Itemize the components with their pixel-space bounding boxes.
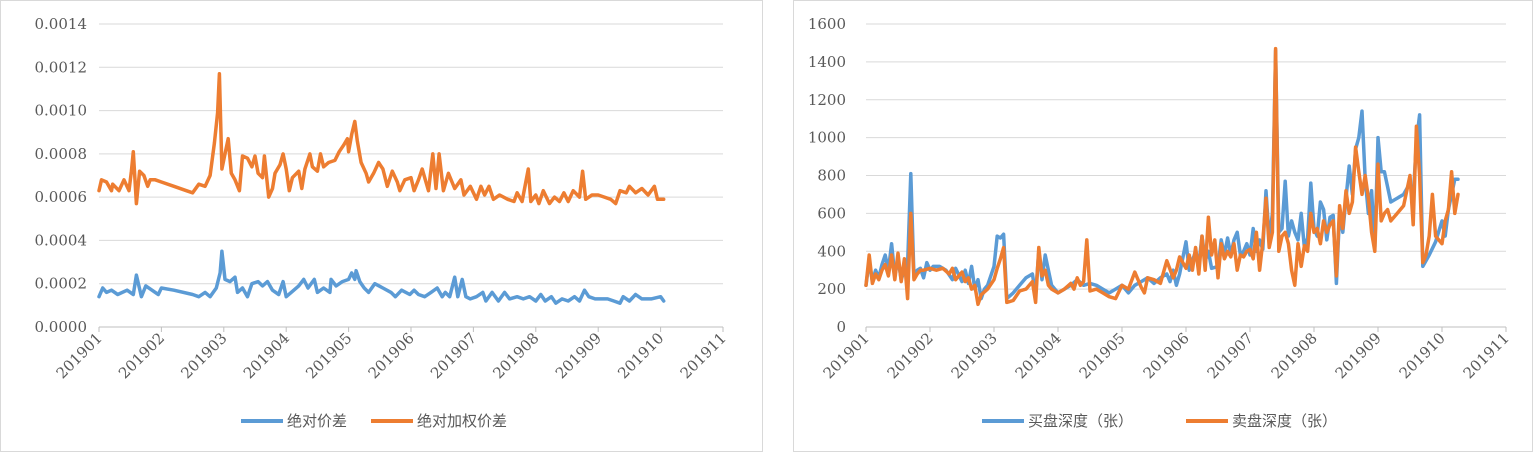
- x-tick-label: 201911: [677, 329, 730, 382]
- legend-label: 买盘深度（张）: [1028, 412, 1133, 430]
- x-tick-label: 201902: [115, 329, 168, 382]
- x-tick-label: 201901: [53, 329, 106, 382]
- y-tick-label: 0.0008: [35, 145, 88, 163]
- series-line-2: [97, 72, 666, 206]
- y-tick-label: 0.0000: [35, 318, 88, 336]
- x-tick-label: 201910: [614, 329, 667, 382]
- y-tick-label: 600: [817, 204, 846, 222]
- y-tick-label: 200: [817, 280, 846, 298]
- x-tick-label: 201901: [820, 329, 873, 382]
- x-tick-label: 201905: [302, 329, 355, 382]
- y-tick-label: 1000: [808, 129, 846, 147]
- x-tick-label: 201906: [1140, 329, 1193, 382]
- series-line-2: [864, 46, 1460, 307]
- legend-label: 卖盘深度（张）: [1232, 412, 1337, 430]
- chart-panel-depth: 0 200 400 600 800 1000 1200 1400 1600 201901 20190…: [793, 0, 1533, 452]
- x-tick-label: 201909: [1332, 329, 1385, 382]
- chart-panel-spread: 0.0000 0.0002 0.0004 0.0006 0.0008 0.0010 0.00…: [0, 0, 763, 452]
- y-tick-label: 0.0014: [35, 15, 88, 33]
- x-tick-label: 201907: [1204, 329, 1257, 382]
- spread-line-chart: 0.0000 0.0002 0.0004 0.0006 0.0008 0.0010 0.00…: [35, 15, 730, 430]
- y-tick-label: 1200: [808, 91, 846, 109]
- x-tick-label: 201906: [365, 329, 418, 382]
- x-tick-label: 201904: [240, 329, 293, 382]
- y-tick-label: 0.0002: [35, 275, 88, 293]
- x-tick-label: 201905: [1076, 329, 1129, 382]
- y-tick-label: 0.0004: [35, 231, 88, 249]
- x-tick-label: 201908: [1268, 329, 1321, 382]
- y-tick-label: 1400: [808, 53, 846, 71]
- y-tick-label: 0: [836, 318, 846, 336]
- legend-label: 绝对加权价差: [417, 412, 507, 430]
- y-tick-label: 0.0012: [35, 58, 88, 76]
- y-tick-label: 0.0006: [35, 188, 88, 206]
- legend-label: 绝对价差: [287, 412, 347, 430]
- x-tick-label: 201909: [552, 329, 605, 382]
- x-tick-label: 201903: [177, 329, 230, 382]
- y-tick-label: 400: [817, 242, 846, 260]
- y-tick-label: 0.0010: [35, 102, 88, 120]
- y-tick-label: 800: [817, 167, 846, 185]
- series-line-1: [864, 48, 1460, 301]
- x-tick-label: 201904: [1012, 329, 1065, 382]
- x-tick-label: 201908: [489, 329, 542, 382]
- x-tick-label: 201910: [1396, 329, 1449, 382]
- x-tick-label: 201902: [884, 329, 937, 382]
- y-tick-label: 1600: [808, 15, 846, 33]
- x-tick-label: 201903: [948, 329, 1001, 382]
- series-line-1: [97, 249, 666, 305]
- x-tick-label: 201907: [427, 329, 480, 382]
- x-tick-label: 201911: [1460, 329, 1513, 382]
